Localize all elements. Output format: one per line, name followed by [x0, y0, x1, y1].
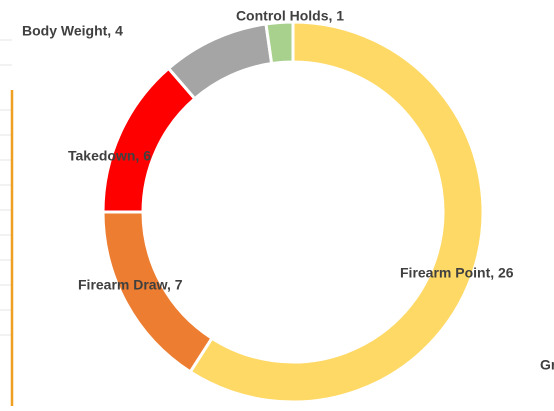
donut-segment [188, 20, 485, 404]
data-label: Body Weight, 4 [22, 23, 123, 39]
data-label: Control Holds, 1 [236, 8, 344, 24]
data-label: Firearm Draw, 7 [78, 277, 183, 293]
donut-segment [101, 66, 197, 214]
background-fragment [0, 39, 12, 336]
data-label: Takedown, 6 [68, 148, 151, 164]
data-label: Firearm Point, 26 [400, 265, 514, 281]
donut-segment [264, 20, 295, 66]
donut-segment [166, 22, 274, 101]
cropped-text: Gr [540, 357, 554, 373]
